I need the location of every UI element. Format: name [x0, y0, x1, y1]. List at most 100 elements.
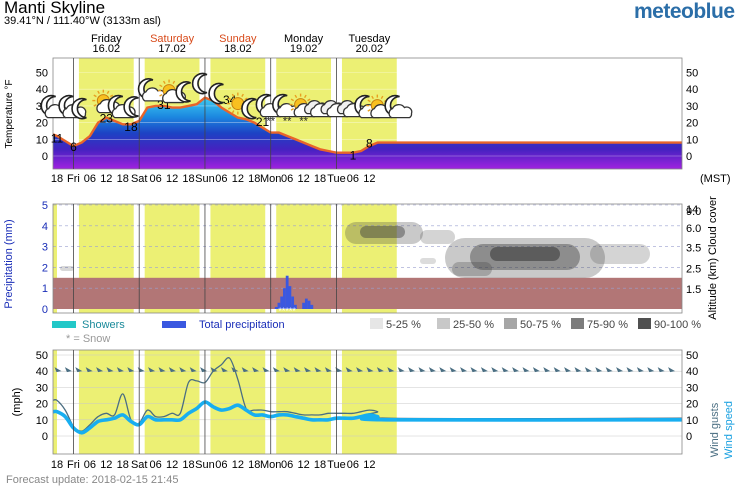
- cloud-legend-swatch: [504, 318, 517, 329]
- daylight-band: [276, 350, 331, 454]
- cloud-legend-label: 90-100 %: [654, 319, 701, 331]
- day-date: 16.02: [93, 43, 121, 55]
- time-label: 06: [84, 173, 96, 185]
- precip-swatch: [162, 321, 186, 328]
- cloud-legend-label: 5-25 %: [386, 319, 421, 331]
- precipitation-tick: 4: [42, 221, 48, 233]
- location-coordinates: 39.41°N / 111.40°W (3133m asl): [4, 15, 161, 27]
- wind-direction-arrow: [553, 367, 561, 373]
- precipitation-bar: [288, 286, 292, 309]
- altitude-tick: 3.5: [686, 243, 701, 255]
- temperature-area: [53, 97, 682, 169]
- precipitation-bar: [283, 288, 286, 309]
- cloud-cover-patch: [345, 222, 423, 244]
- snow-note: * = Snow: [66, 333, 110, 345]
- wind-direction-arrow: [626, 367, 634, 373]
- meteoblue-logo[interactable]: meteoblue: [634, 0, 735, 23]
- time-label: 18: [117, 173, 129, 185]
- altitude-tick: 6.0: [686, 223, 701, 235]
- precipitation-axis-label: Precipitation (mm): [3, 219, 15, 308]
- wind-direction-arrow: [54, 367, 62, 373]
- moon-icon: [71, 97, 87, 120]
- daylight-band: [78, 350, 134, 454]
- wind-direction-arrow: [179, 367, 187, 373]
- wind-direction-arrow: [210, 367, 218, 373]
- altitude-band: [53, 277, 682, 309]
- wind-direction-arrow: [335, 367, 343, 373]
- cloud-legend-swatch: [638, 318, 651, 329]
- cloud-legend-label: 50-75 %: [520, 319, 561, 331]
- altitude-tick: 9.0: [686, 206, 701, 218]
- wind-tick: 10: [36, 415, 48, 427]
- daylight-band: [144, 350, 200, 454]
- wind-direction-arrow: [376, 367, 384, 373]
- time-label: 12: [100, 173, 112, 185]
- moon-icon: [191, 72, 208, 95]
- wind-direction-arrow: [636, 367, 644, 373]
- wind-direction-arrow: [428, 367, 436, 373]
- temperature-tick: 10: [36, 134, 48, 146]
- wind-direction-arrow: [397, 367, 405, 373]
- day-date: 19.02: [290, 43, 318, 55]
- wind-gust-axis-label: Wind gusts: [709, 402, 721, 457]
- wind-direction-arrow: [491, 367, 499, 373]
- wind-direction-arrow: [293, 367, 301, 373]
- wind-direction-arrow: [96, 367, 104, 373]
- day-date: 17.02: [158, 43, 186, 55]
- cloud-legend-swatch: [437, 318, 450, 329]
- day-name-monday: Monday: [284, 33, 324, 45]
- precipitation-tick: 5: [42, 200, 48, 212]
- temperature-tick: 0: [686, 151, 692, 163]
- wind-tick: 50: [36, 350, 48, 362]
- wind-tick: 20: [36, 399, 48, 411]
- time-label: 12: [363, 459, 375, 471]
- day-date: 18.02: [224, 43, 252, 55]
- cloud-cover-patch: [360, 226, 405, 238]
- wind-tick: 50: [686, 350, 698, 362]
- wind-direction-arrow: [657, 367, 665, 373]
- time-label: Sat: [131, 459, 148, 471]
- temperature-tick: 40: [36, 84, 48, 96]
- panel-frame: [52, 349, 683, 455]
- wind-tick: 0: [686, 431, 692, 443]
- wind-direction-arrow: [231, 367, 239, 373]
- daylight-band: [53, 350, 57, 454]
- temperature-value-label: 18: [124, 120, 138, 134]
- time-label: Fri: [67, 459, 80, 471]
- timezone-label: (MST): [700, 173, 731, 185]
- precipitation-bar: [307, 300, 311, 309]
- moon-icon: [241, 97, 257, 120]
- snow-markers: *****: [278, 306, 296, 316]
- wind-tick: 40: [686, 366, 698, 378]
- cloud-legend-label: 25-50 %: [453, 319, 494, 331]
- time-label: 18: [248, 173, 260, 185]
- time-label: Tue: [327, 459, 346, 471]
- wind-direction-arrow: [241, 367, 249, 373]
- cloud-legend-label: 75-90 %: [587, 319, 628, 331]
- wind-direction-arrow: [647, 367, 655, 373]
- temperature-tick: 50: [686, 68, 698, 80]
- daylight-band: [341, 350, 397, 454]
- temperature-tick: 20: [686, 118, 698, 130]
- wind-direction-arrow: [543, 367, 551, 373]
- wind-direction-arrow: [324, 367, 332, 373]
- wind-direction-arrow: [532, 367, 540, 373]
- time-label: 06: [215, 173, 227, 185]
- day-name-tuesday: Tuesday: [348, 33, 390, 45]
- wind-direction-arrow: [470, 367, 478, 373]
- moon-icon: [175, 81, 191, 103]
- cloud-cover-patch: [490, 247, 560, 261]
- time-label: 18: [182, 173, 194, 185]
- wind-direction-arrow: [408, 367, 416, 373]
- time-label: 12: [363, 173, 375, 185]
- time-label: 18: [248, 459, 260, 471]
- time-label: 12: [297, 459, 309, 471]
- time-label: 18: [314, 459, 326, 471]
- cloud-cover-patch: [420, 258, 436, 264]
- temperature-axis-label: Temperature °F: [4, 79, 15, 148]
- total-precip-legend: Total precipitation: [199, 319, 285, 331]
- wind-direction-arrow: [356, 367, 364, 373]
- precipitation-bar: [280, 296, 284, 309]
- temperature-tick: 40: [686, 84, 698, 96]
